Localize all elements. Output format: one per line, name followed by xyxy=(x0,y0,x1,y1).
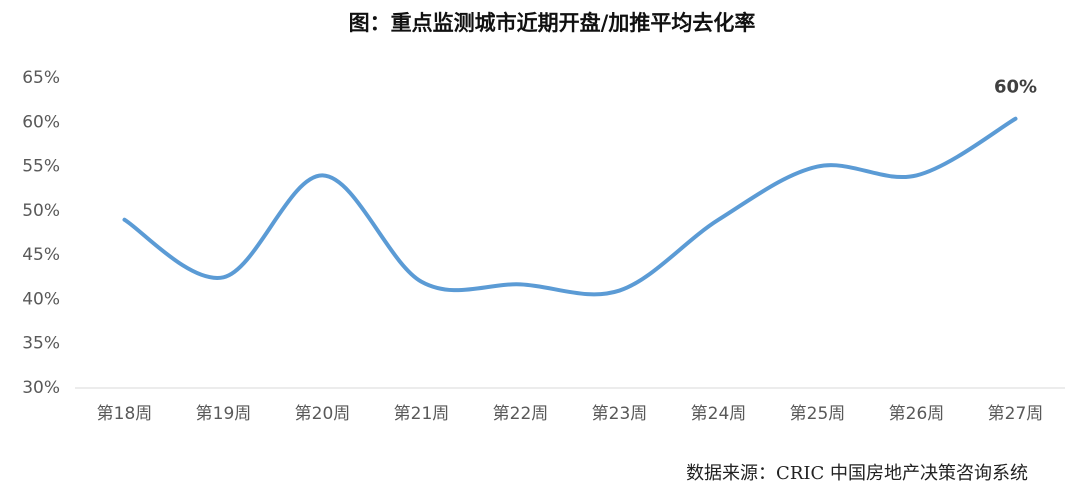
y-tick-label: 50% xyxy=(22,201,60,221)
y-tick-label: 55% xyxy=(22,157,60,177)
source-note: 数据来源：CRIC 中国房地产决策咨询系统 xyxy=(686,463,1028,484)
x-tick-label: 第27周 xyxy=(988,404,1044,424)
x-tick-label: 第25周 xyxy=(790,404,846,424)
y-tick-label: 65% xyxy=(22,68,60,88)
x-tick-label: 第19周 xyxy=(196,404,252,424)
x-tick-label: 第24周 xyxy=(691,404,747,424)
x-tick-label: 第26周 xyxy=(889,404,945,424)
x-tick-label: 第20周 xyxy=(295,404,351,424)
y-tick-label: 40% xyxy=(22,289,60,309)
x-tick-label: 第22周 xyxy=(493,404,549,424)
chart-title: 图：重点监测城市近期开盘/加推平均去化率 xyxy=(349,11,756,35)
y-tick-label: 30% xyxy=(22,378,60,398)
y-tick-label: 45% xyxy=(22,245,60,265)
y-tick-label: 35% xyxy=(22,334,60,354)
data-label: 60% xyxy=(994,77,1037,98)
data-line xyxy=(122,116,1018,297)
y-tick-label: 60% xyxy=(22,112,60,132)
x-tick-label: 第21周 xyxy=(394,404,450,424)
x-tick-label: 第23周 xyxy=(592,404,648,424)
x-tick-label: 第18周 xyxy=(97,404,153,424)
